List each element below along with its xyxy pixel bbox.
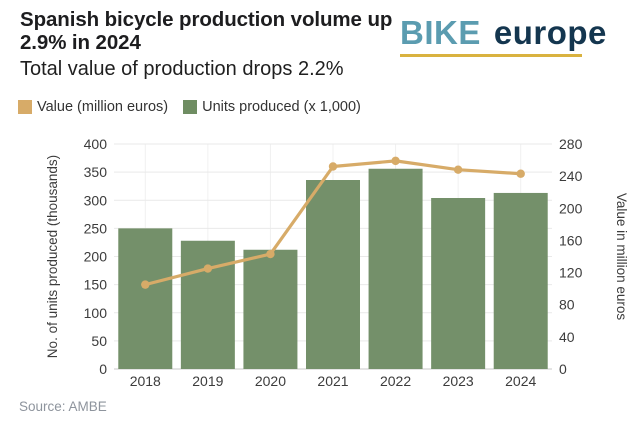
- bar-2019: [180, 240, 235, 369]
- left-axis-tick: 200: [84, 249, 108, 265]
- x-axis-label: 2019: [192, 373, 223, 389]
- header: Spanish bicycle production volume up 2.9…: [20, 8, 432, 80]
- value-point-2024: [516, 169, 525, 178]
- right-axis-tick: 160: [559, 232, 583, 248]
- legend-item-units: Units produced (x 1,000): [183, 99, 361, 115]
- bar-2021: [306, 180, 360, 369]
- x-axis-label: 2024: [505, 373, 536, 389]
- value-point-2022: [391, 156, 400, 166]
- logo-underline: [400, 54, 582, 57]
- legend-label-units: Units produced (x 1,000): [202, 99, 361, 115]
- chart-title: Spanish bicycle production volume up 2.9…: [20, 8, 393, 54]
- source-note: Source: AMBE: [19, 399, 107, 414]
- right-axis-tick: 240: [559, 168, 583, 184]
- left-axis-tick: 0: [99, 361, 107, 377]
- bar-2018: [118, 228, 173, 369]
- bar-2022: [368, 168, 423, 369]
- value-point-2021: [328, 162, 338, 171]
- right-axis-tick: 40: [559, 329, 575, 345]
- bike-europe-logo: BIKE europe: [400, 16, 607, 57]
- x-axis-label: 2021: [317, 373, 348, 389]
- left-axis-tick: 50: [91, 333, 107, 349]
- x-axis-label: 2022: [380, 373, 411, 389]
- legend-item-value: Value (million euros): [18, 99, 168, 115]
- left-axis-tick: 250: [84, 220, 108, 236]
- left-axis-title: No. of units produced (thousands): [45, 155, 60, 358]
- left-axis-tick: 100: [84, 305, 108, 321]
- value-point-2018: [141, 280, 150, 289]
- legend-label-value: Value (million euros): [37, 99, 169, 115]
- value-series-swatch: [18, 100, 32, 114]
- chart-subtitle: Total value of production drops 2.2%: [20, 58, 344, 80]
- x-axis-label: 2020: [255, 373, 286, 389]
- right-axis-title: Value in million euros: [614, 193, 629, 321]
- units-series-swatch: [183, 100, 198, 114]
- right-axis-tick: 80: [559, 297, 575, 313]
- value-point-2023: [453, 165, 463, 174]
- chart-legend: Value (million euros) Units produced (x …: [18, 99, 361, 115]
- right-axis-tick: 0: [559, 361, 567, 377]
- left-axis-tick: 350: [84, 164, 108, 180]
- value-point-2019: [203, 264, 213, 273]
- value-point-2020: [266, 249, 275, 259]
- bar-2023: [431, 198, 486, 369]
- right-axis-tick: 120: [559, 265, 583, 281]
- left-axis-tick: 300: [84, 192, 108, 208]
- x-axis-label: 2023: [443, 373, 474, 389]
- right-axis-tick: 280: [559, 136, 583, 152]
- left-axis-tick: 150: [84, 277, 108, 293]
- bar-2024: [493, 192, 548, 369]
- combo-chart: 0 50 100 150 200 250 300 350 400 0 40 80 120 160 200 24…: [45, 136, 629, 389]
- right-axis-tick: 200: [559, 200, 583, 216]
- left-axis-tick: 400: [84, 136, 108, 152]
- logo-text-europe: europe: [493, 14, 607, 51]
- logo-text-bike: BIKE: [400, 14, 481, 51]
- x-axis-label: 2018: [130, 373, 161, 389]
- bar-2020: [243, 249, 298, 369]
